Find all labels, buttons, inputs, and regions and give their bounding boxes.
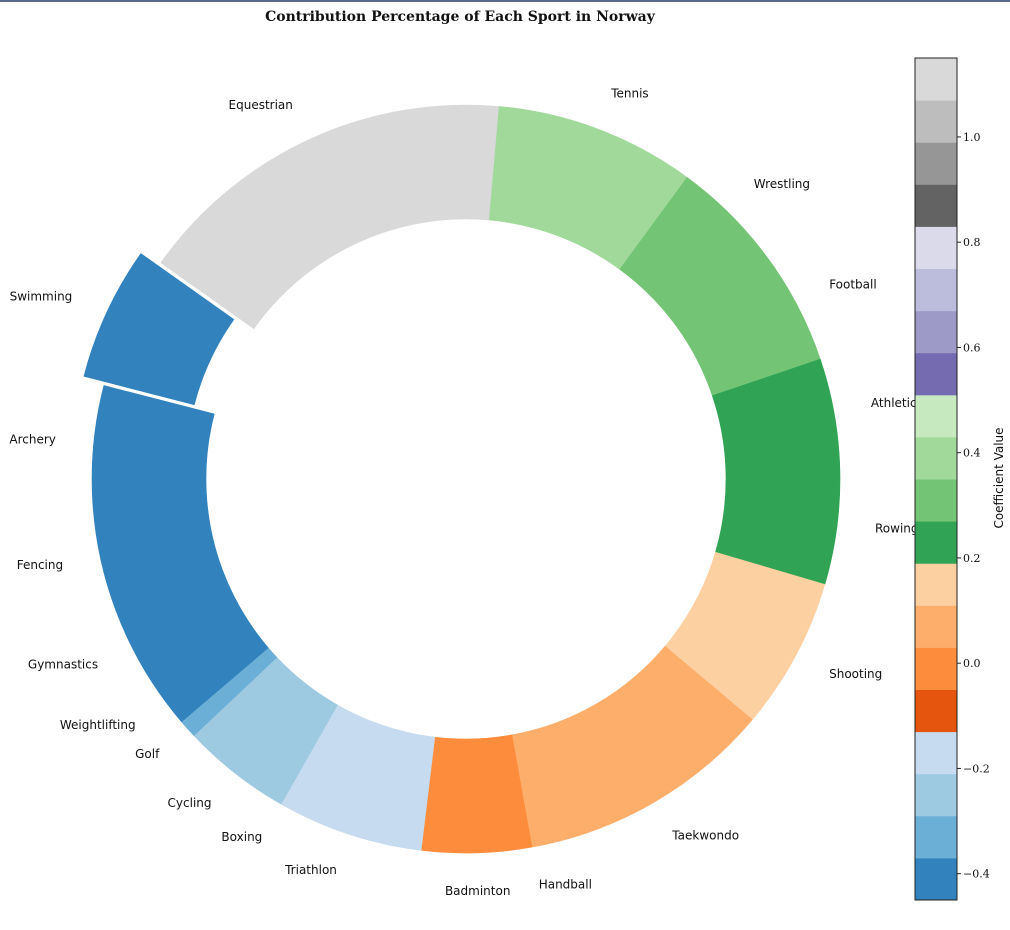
colorbar-segment — [915, 310, 957, 354]
colorbar-segment — [915, 647, 957, 690]
colorbar-segment — [915, 815, 957, 859]
label-cycling: Cycling — [168, 796, 212, 810]
colorbar-tick-label: −0.2 — [963, 762, 990, 775]
colorbar-segment — [915, 268, 957, 312]
colorbar-segment — [915, 521, 957, 564]
label-shooting: Shooting — [829, 667, 882, 681]
colorbar-tick-label: −0.4 — [963, 868, 990, 881]
slice-equestrian — [160, 104, 499, 330]
colorbar-segment — [915, 184, 957, 227]
label-triathlon: Triathlon — [284, 863, 337, 877]
label-badminton: Badminton — [445, 884, 510, 898]
colorbar-label: Coefficient Value — [992, 427, 1006, 528]
colorbar-segment — [915, 563, 957, 606]
slice-swimming — [83, 253, 235, 406]
label-taekwondo: Taekwondo — [671, 829, 739, 843]
colorbar-segment — [915, 605, 957, 648]
colorbar-segment — [915, 142, 957, 185]
colorbar-frame — [914, 57, 958, 901]
chart-title: Contribution Percentage of Each Sport in… — [265, 9, 656, 25]
slice-labels: Tennis Wrestling Football Athletic Rowing Sho… — [9, 86, 918, 897]
label-football: Football — [829, 278, 877, 292]
colorbar-segment — [915, 857, 957, 901]
colorbar-tick-label: 0.2 — [963, 552, 981, 565]
label-swimming: Swimming — [10, 289, 73, 303]
label-athletic: Athletic — [871, 396, 917, 410]
label-rowing: Rowing — [875, 522, 919, 536]
label-equestrian: Equestrian — [229, 98, 293, 112]
colorbar-segment — [915, 394, 957, 438]
label-gymnastics: Gymnastics — [28, 657, 98, 671]
colorbar-segment — [915, 436, 957, 480]
colorbar-tick-label: 1.0 — [963, 131, 981, 144]
donut-slices — [83, 104, 841, 854]
colorbar-segment — [915, 479, 957, 522]
colorbar-tick-label: 0.8 — [963, 236, 981, 249]
colorbar-tick-label: 0.0 — [963, 657, 981, 670]
label-weightlifting: Weightlifting — [60, 718, 136, 732]
colorbar-segment — [915, 352, 957, 396]
label-archery: Archery — [9, 433, 56, 447]
colorbar: −0.4 −0.2 0.0 0.2 0.4 0.6 0.8 1.0 — [914, 57, 990, 901]
label-golf: Golf — [135, 747, 160, 761]
label-fencing: Fencing — [17, 558, 63, 572]
colorbar-segment — [915, 100, 957, 143]
colorbar-segment — [915, 689, 957, 733]
slice-archery — [91, 385, 215, 503]
label-boxing: Boxing — [221, 830, 262, 844]
label-handball: Handball — [539, 878, 592, 892]
colorbar-segment — [915, 773, 957, 817]
colorbar-segment — [915, 58, 957, 101]
colorbar-segment — [915, 731, 957, 775]
colorbar-tick-label: 0.4 — [963, 447, 981, 460]
label-wrestling: Wrestling — [754, 177, 810, 191]
colorbar-segment — [915, 226, 957, 269]
colorbar-tick-label: 0.6 — [963, 341, 981, 354]
slice-badminton — [420, 734, 533, 854]
label-tennis: Tennis — [610, 86, 648, 100]
window-top-border — [0, 0, 1010, 2]
